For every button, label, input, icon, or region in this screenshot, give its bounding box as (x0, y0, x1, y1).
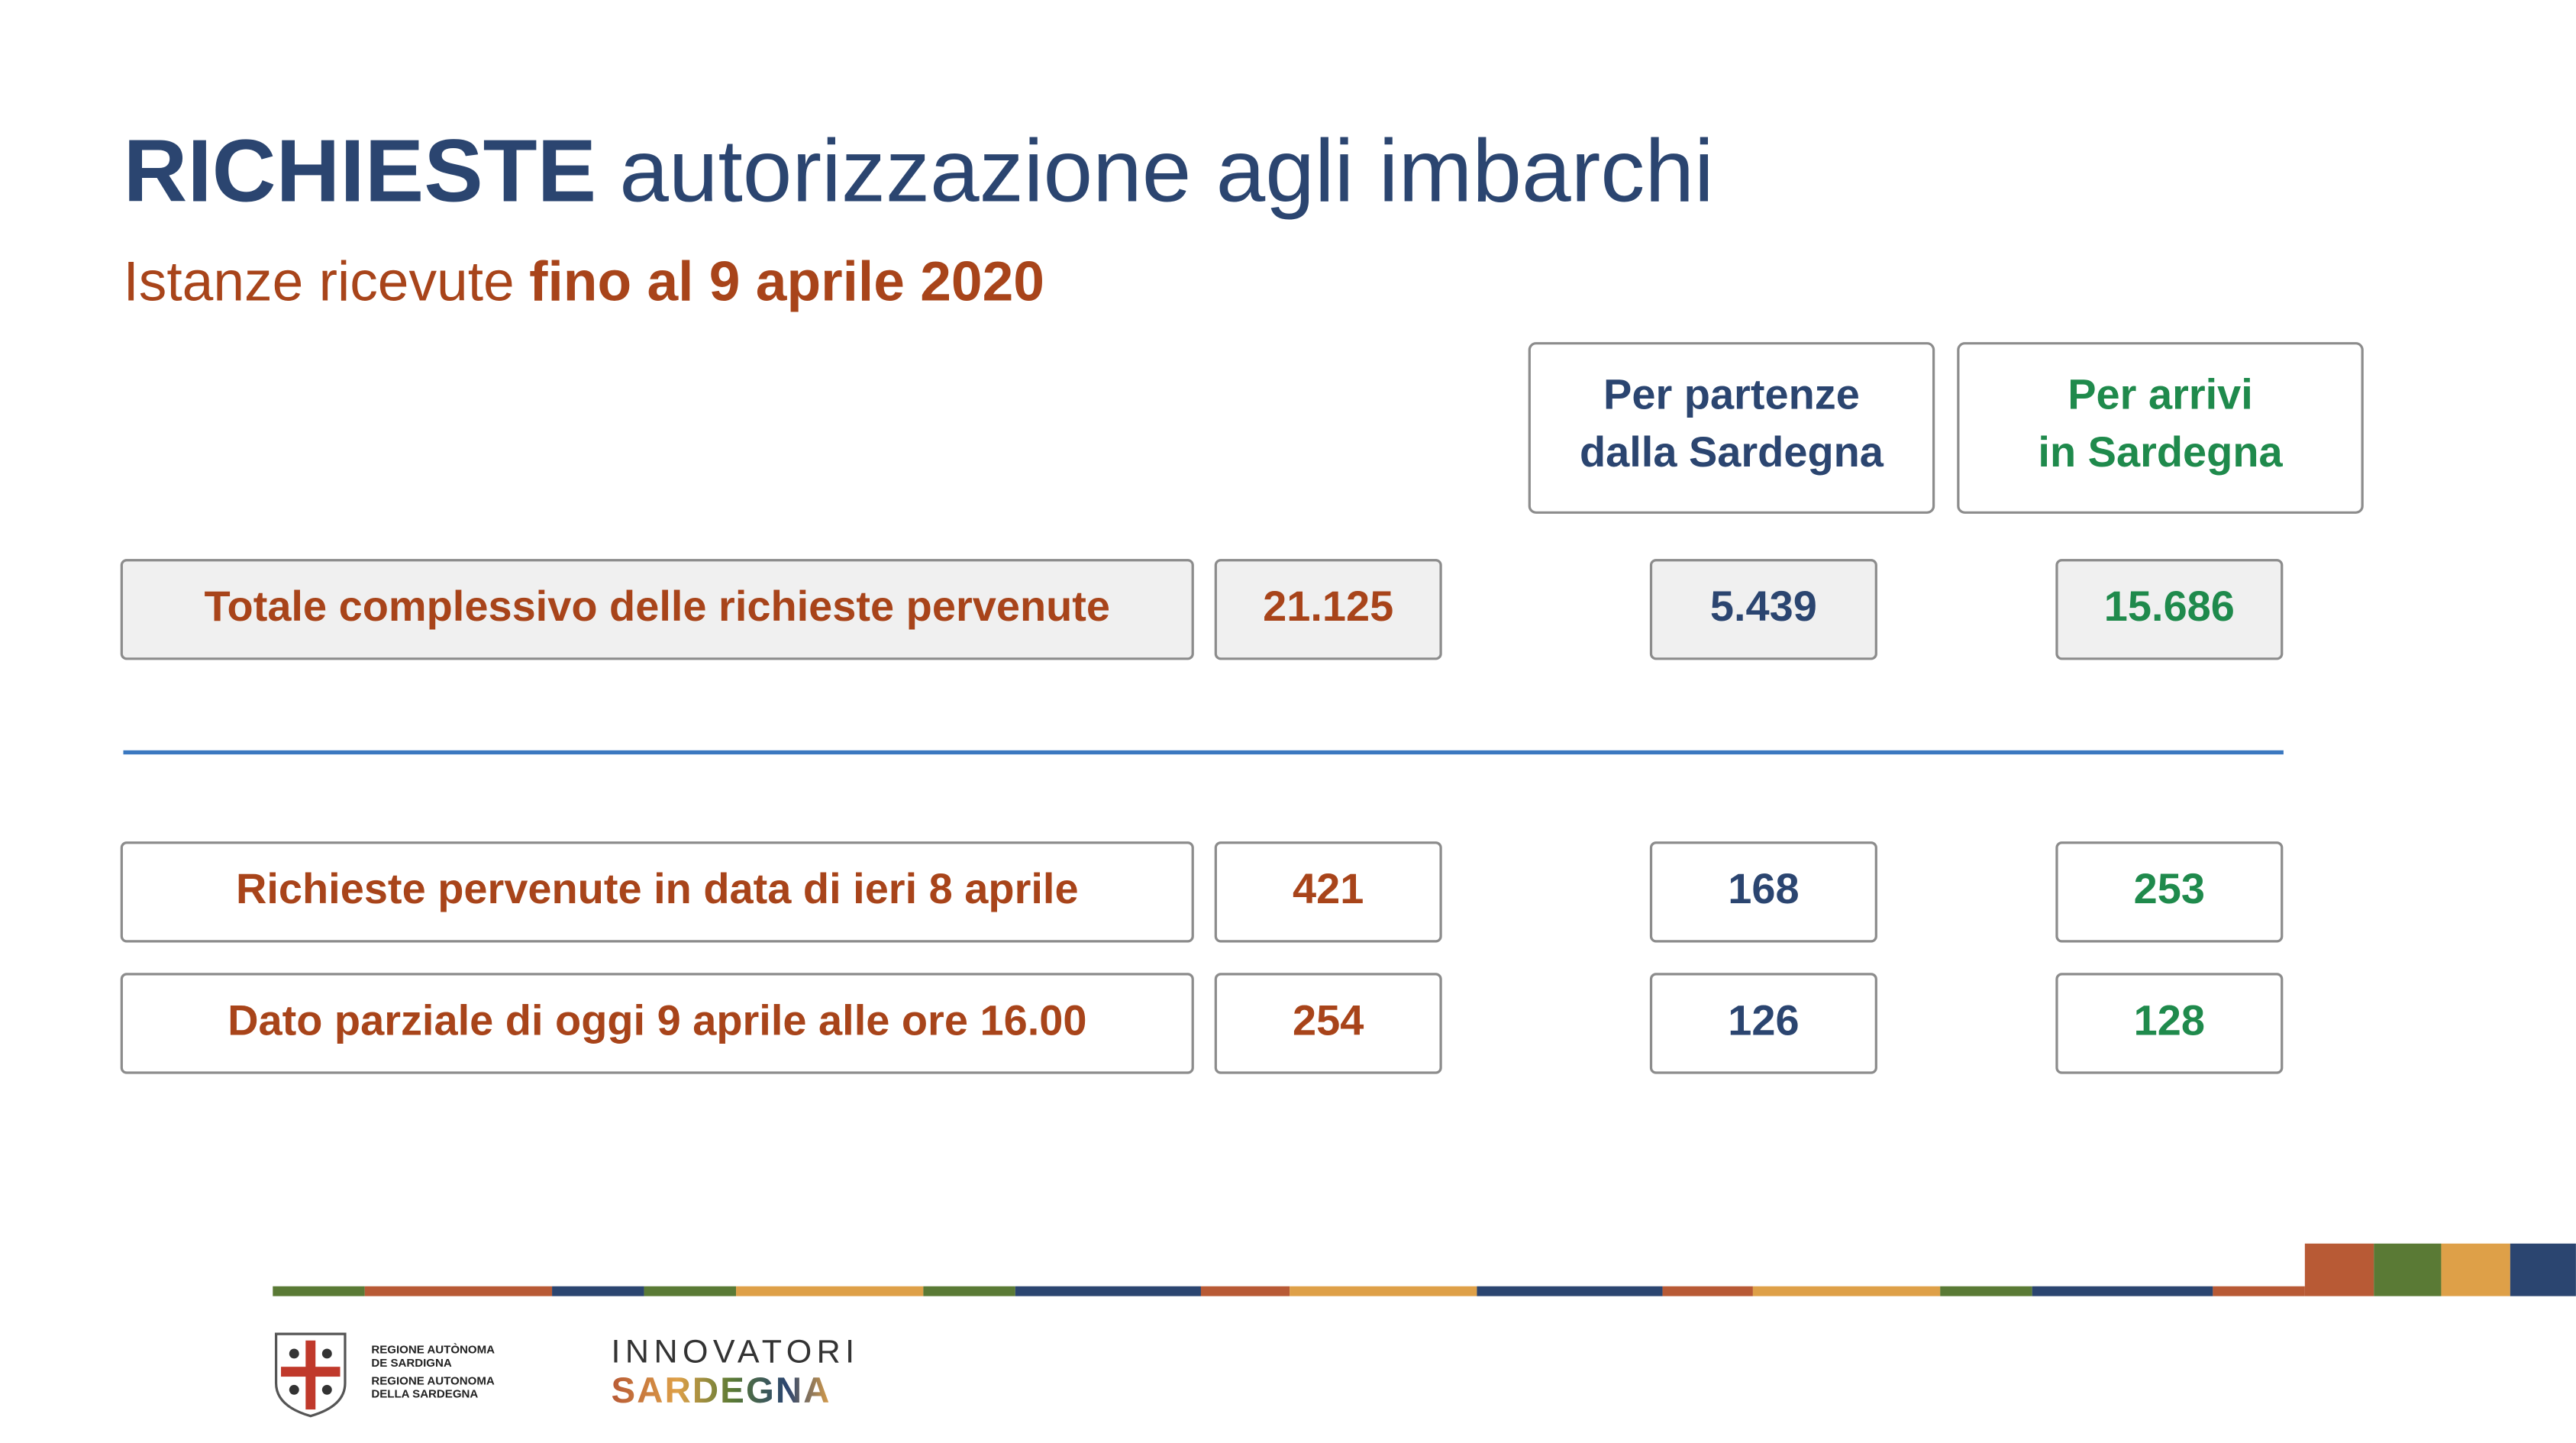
total-value: 21.125 (1263, 582, 1393, 630)
column-header: in Sardegna (2038, 428, 2283, 476)
subtitle-bold: fino al 9 aprile 2020 (529, 250, 1044, 313)
cell-box (2055, 559, 2284, 660)
title-rest: autorizzazione agli imbarchi (619, 121, 1714, 220)
cell-box (120, 973, 1194, 1074)
region-text: REGIONE AUTÒNOMA (371, 1343, 495, 1357)
subtitle: Istanze ricevute fino al 9 aprile 2020 (123, 250, 1044, 313)
color-stripe (273, 1243, 2576, 1296)
column-header: dalla Sardegna (1580, 428, 1884, 476)
subtitle-regular: Istanze ricevute (123, 250, 514, 313)
cell-box (1214, 559, 1442, 660)
title: RICHIESTE autorizzazione agli imbarchi (123, 121, 1713, 220)
column-header: Per partenze (1603, 370, 1860, 418)
departures-value: 168 (1728, 864, 1799, 912)
row-label: Richieste pervenute in data di ieri 8 ap… (236, 864, 1079, 912)
column-header: Per arrivi (2068, 370, 2253, 418)
total-value: 254 (1293, 996, 1364, 1044)
region-text: DELLA SARDEGNA (371, 1388, 478, 1401)
region-emblem (274, 1332, 347, 1418)
departures-value: 5.439 (1710, 582, 1817, 630)
cell-box (1214, 973, 1442, 1074)
cell-box (120, 559, 1194, 660)
region-text: DE SARDIGNA (371, 1357, 451, 1370)
departures-value: 126 (1728, 996, 1799, 1044)
cell-box (1649, 559, 1877, 660)
cell-box (1214, 841, 1442, 943)
cell-box (120, 841, 1194, 943)
table-rows: Totale complessivo delle richieste perve… (120, 559, 2284, 1074)
brand-top: INNOVATORI (612, 1333, 860, 1370)
arrivals-value: 253 (2134, 864, 2205, 912)
brand-bottom: SARDEGNA (612, 1370, 831, 1411)
title-bold: RICHIESTE (123, 121, 596, 220)
total-value: 421 (1293, 864, 1364, 912)
arrivals-value: 128 (2134, 996, 2205, 1044)
row-label: Dato parziale di oggi 9 aprile alle ore … (228, 996, 1086, 1044)
cell-box (2055, 973, 2284, 1074)
arrivals-value: 15.686 (2104, 582, 2235, 630)
region-text: REGIONE AUTONOMA (371, 1375, 494, 1388)
column-header-box (1957, 342, 2364, 514)
cell-box (2055, 841, 2284, 943)
row-label: Totale complessivo delle richieste perve… (205, 582, 1111, 630)
column-header-box (1528, 342, 1935, 514)
cell-box (1649, 841, 1877, 943)
cell-box (1649, 973, 1877, 1074)
